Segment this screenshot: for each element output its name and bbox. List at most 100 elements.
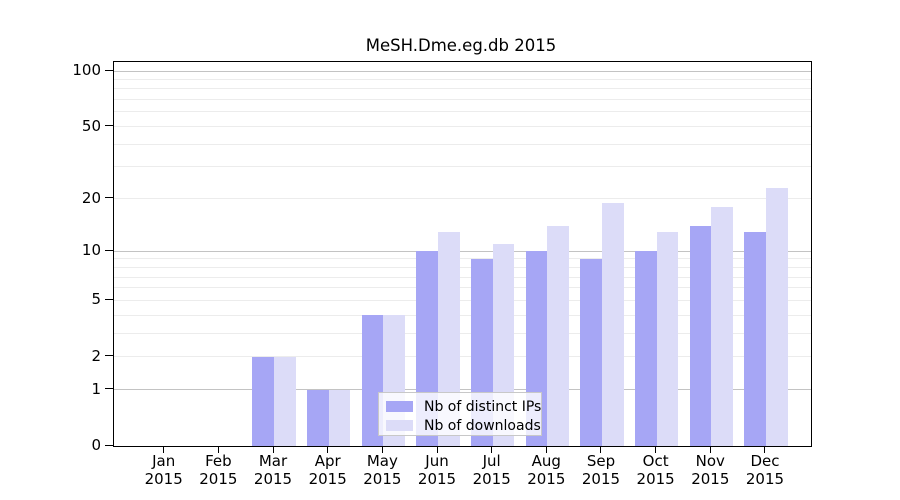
x-axis-tick-label: May 2015 <box>350 452 414 488</box>
y-axis-tick-label: 100 <box>72 61 101 79</box>
bar-distinct-ips <box>306 389 329 446</box>
x-axis-month-label: Jan <box>152 452 176 470</box>
minor-gridline <box>114 126 811 128</box>
y-axis-tick <box>105 355 113 357</box>
x-axis-month-label: Nov <box>695 452 725 470</box>
x-axis-month-label: Mar <box>258 452 288 470</box>
x-axis-tick <box>709 446 711 453</box>
minor-gridline <box>114 111 811 113</box>
minor-gridline <box>114 166 811 168</box>
minor-gridline <box>114 356 811 358</box>
x-axis-tick <box>545 446 547 453</box>
y-axis-tick <box>105 125 113 127</box>
y-axis-tick-label: 20 <box>81 188 101 207</box>
minor-gridline <box>114 198 811 200</box>
x-axis-tick-label: Oct 2015 <box>624 452 688 488</box>
minor-gridline <box>114 143 811 145</box>
x-axis-tick <box>163 446 165 453</box>
bar-downloads <box>274 356 296 446</box>
bar-downloads <box>765 187 788 446</box>
y-axis-tick <box>105 249 113 251</box>
y-axis-tick <box>105 444 113 446</box>
x-axis-month-label: May <box>366 452 398 470</box>
x-axis-tick-label: Apr 2015 <box>296 452 360 488</box>
x-axis-tick <box>327 446 329 453</box>
x-axis-year-label: 2015 <box>472 470 511 488</box>
major-gridline <box>114 389 811 391</box>
x-axis-tick <box>381 446 383 453</box>
y-axis-tick-label: 5 <box>91 290 101 309</box>
x-axis-month-label: Oct <box>642 452 669 470</box>
bar-downloads <box>601 202 624 446</box>
bar-distinct-ips <box>634 251 657 446</box>
y-axis-tick <box>105 69 113 71</box>
x-axis-month-label: Apr <box>314 452 341 470</box>
x-axis-tick-label: Aug 2015 <box>514 452 578 488</box>
bar-distinct-ips <box>361 315 384 446</box>
x-axis-year-label: 2015 <box>636 470 675 488</box>
bar-downloads <box>328 389 351 446</box>
minor-gridline <box>114 287 811 289</box>
minor-gridline <box>114 266 811 268</box>
x-axis-tick <box>436 446 438 453</box>
x-axis-year-label: 2015 <box>363 470 402 488</box>
bar-downloads <box>547 225 570 446</box>
bar-distinct-ips <box>580 258 602 446</box>
minor-gridline <box>114 314 811 316</box>
x-axis-month-label: Jul <box>482 452 501 470</box>
bar-distinct-ips <box>252 356 275 446</box>
y-axis-tick <box>105 298 113 300</box>
x-axis-year-label: 2015 <box>253 470 293 488</box>
x-axis-year-label: 2015 <box>581 470 621 488</box>
x-axis-tick-label: Jan 2015 <box>132 452 196 488</box>
bar-downloads <box>711 206 734 446</box>
x-axis-month-label: Feb <box>205 452 232 470</box>
minor-gridline <box>114 88 811 90</box>
minor-gridline <box>114 78 811 80</box>
x-axis-year-label: 2015 <box>527 470 566 488</box>
x-axis-tick <box>217 446 219 453</box>
x-axis-tick <box>600 446 602 453</box>
y-axis-tick-label: 0 <box>91 436 101 454</box>
x-axis-tick-label: Nov 2015 <box>678 452 742 488</box>
bar-distinct-ips <box>689 225 712 446</box>
legend-swatch-downloads <box>386 420 413 431</box>
y-axis-tick <box>105 388 113 390</box>
x-axis-month-label: Sep <box>586 452 616 470</box>
x-axis-tick-label: Sep 2015 <box>569 452 633 488</box>
y-axis-tick-label: 50 <box>81 116 101 135</box>
y-axis-tick-label: 10 <box>81 241 101 260</box>
x-axis-month-label: Dec <box>750 452 780 470</box>
legend-item-downloads: Nb of downloads <box>386 417 541 434</box>
y-axis-tick-label: 2 <box>91 346 101 365</box>
x-axis-month-label: Aug <box>531 452 561 470</box>
y-axis-tick <box>105 197 113 199</box>
legend: Nb of distinct IPs Nb of downloads <box>378 392 542 436</box>
x-axis-year-label: 2015 <box>417 470 457 488</box>
x-axis-year-label: 2015 <box>745 470 785 488</box>
x-axis-tick-label: Jul 2015 <box>460 452 524 488</box>
legend-swatch-distinct-ips <box>386 401 413 412</box>
y-axis-tick-label: 1 <box>91 379 101 398</box>
x-axis-tick-label: Mar 2015 <box>241 452 305 488</box>
x-axis-tick <box>272 446 274 453</box>
x-axis-year-label: 2015 <box>144 470 183 488</box>
bar-downloads <box>656 231 679 446</box>
x-axis-year-label: 2015 <box>308 470 347 488</box>
major-gridline <box>114 70 811 72</box>
minor-gridline <box>114 258 811 260</box>
x-axis-tick-label: Dec 2015 <box>733 452 797 488</box>
bar-distinct-ips <box>744 231 766 446</box>
x-axis-tick <box>655 446 657 453</box>
minor-gridline <box>114 332 811 334</box>
x-axis-year-label: 2015 <box>691 470 730 488</box>
x-axis-tick <box>764 446 766 453</box>
chart-title: MeSH.Dme.eg.db 2015 <box>365 36 557 55</box>
x-axis-tick-label: Jun 2015 <box>405 452 469 488</box>
x-axis-month-label: Jun <box>425 452 449 470</box>
legend-item-distinct-ips: Nb of distinct IPs <box>386 398 541 415</box>
plot-area <box>113 61 812 447</box>
major-gridline <box>114 250 811 252</box>
legend-label: Nb of downloads <box>424 417 541 434</box>
